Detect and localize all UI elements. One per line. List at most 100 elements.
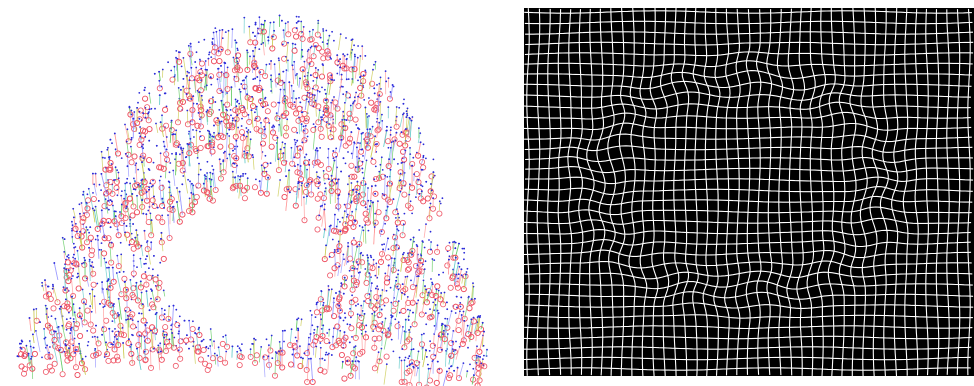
- source-point: [450, 366, 452, 368]
- displacement: [365, 225, 366, 244]
- source-point: [35, 308, 37, 310]
- source-point: [423, 333, 425, 335]
- source-point: [266, 64, 268, 66]
- source-point: [354, 220, 356, 222]
- source-point: [347, 54, 349, 56]
- source-point: [203, 39, 205, 41]
- source-point: [253, 338, 255, 340]
- source-point: [148, 140, 150, 142]
- source-point: [41, 282, 43, 284]
- source-point: [311, 314, 313, 316]
- displacement: [156, 124, 158, 133]
- source-point: [319, 109, 321, 111]
- source-point: [406, 365, 408, 367]
- target-point: [315, 182, 320, 187]
- displacement: [196, 68, 197, 91]
- source-point: [214, 101, 216, 103]
- source-point: [185, 156, 187, 158]
- displacement: [74, 248, 75, 254]
- source-point: [308, 49, 310, 51]
- source-point: [52, 284, 54, 286]
- source-point: [347, 214, 349, 216]
- source-point: [411, 213, 413, 215]
- source-point: [471, 298, 473, 300]
- source-point: [152, 275, 154, 277]
- source-point: [192, 320, 194, 322]
- source-point: [208, 348, 210, 350]
- source-point: [225, 31, 227, 33]
- source-point: [268, 40, 270, 42]
- source-point: [118, 314, 120, 316]
- source-point: [81, 202, 83, 204]
- source-point: [201, 340, 203, 342]
- displacement: [481, 323, 483, 329]
- source-point: [382, 169, 384, 171]
- displacement: [407, 253, 408, 260]
- source-point: [76, 349, 78, 351]
- source-point: [359, 314, 361, 316]
- source-point: [46, 345, 48, 347]
- displacement: [328, 354, 329, 371]
- source-point: [124, 183, 126, 185]
- source-point: [209, 339, 211, 341]
- source-point: [320, 37, 322, 39]
- source-point: [310, 333, 312, 335]
- source-point: [270, 60, 272, 62]
- source-point: [228, 129, 230, 131]
- source-point: [115, 148, 117, 150]
- displacement: [112, 243, 113, 250]
- source-point: [442, 197, 444, 199]
- source-point: [73, 303, 75, 305]
- source-point: [79, 213, 81, 215]
- source-point: [288, 169, 290, 171]
- source-point: [482, 322, 484, 324]
- target-point: [156, 215, 161, 220]
- target-point: [407, 266, 412, 271]
- source-point: [241, 343, 243, 345]
- target-point: [318, 192, 323, 197]
- source-point: [268, 355, 270, 357]
- displacement: [219, 122, 220, 134]
- source-point: [283, 29, 285, 31]
- displacement: [324, 229, 325, 238]
- displacement: [297, 74, 298, 86]
- source-point: [181, 66, 183, 68]
- source-point: [355, 345, 357, 347]
- source-point: [328, 329, 330, 331]
- source-point: [175, 153, 177, 155]
- source-point: [287, 60, 289, 62]
- source-point: [376, 118, 378, 120]
- source-point: [326, 43, 328, 45]
- source-point: [178, 51, 180, 53]
- source-point: [194, 61, 196, 63]
- source-point: [298, 97, 300, 99]
- source-point: [142, 303, 144, 305]
- source-point: [335, 292, 337, 294]
- target-point: [435, 284, 440, 289]
- displacement: [252, 51, 253, 73]
- source-point: [312, 80, 314, 82]
- displacement: [353, 347, 354, 353]
- source-point: [411, 349, 413, 351]
- source-point: [309, 31, 311, 33]
- source-point: [366, 160, 368, 162]
- source-point: [308, 159, 310, 161]
- source-point: [316, 147, 318, 149]
- source-point: [375, 275, 377, 277]
- source-point: [332, 150, 334, 152]
- source-point: [430, 278, 432, 280]
- source-point: [268, 344, 270, 346]
- target-point: [104, 318, 109, 323]
- source-point: [182, 148, 184, 150]
- source-point: [145, 117, 147, 119]
- source-point: [325, 187, 327, 189]
- source-point: [224, 151, 226, 153]
- source-point: [129, 107, 131, 109]
- source-point: [93, 183, 95, 185]
- source-point: [224, 62, 226, 64]
- source-point: [153, 196, 155, 198]
- displacement: [344, 332, 345, 346]
- target-point: [328, 273, 333, 278]
- source-point: [211, 135, 213, 137]
- source-point: [124, 124, 126, 126]
